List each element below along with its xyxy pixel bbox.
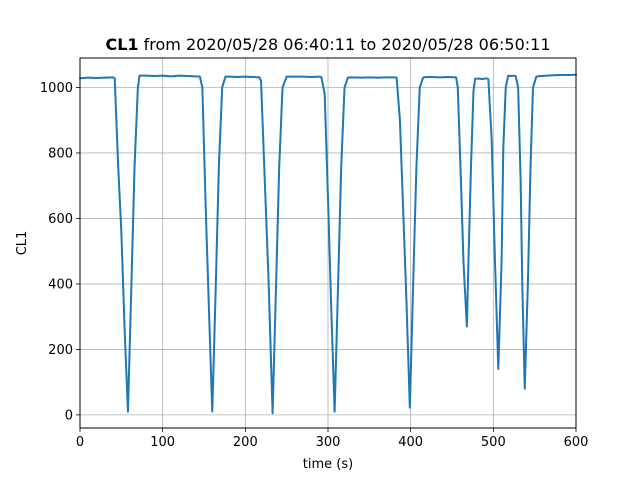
axis-ticks: 0 100 200 300 400 500 600 0 200 400 600 800 1000 [40, 81, 589, 450]
chart-title-rest: from 2020/05/28 06:40:11 to 2020/05/28 0… [139, 35, 551, 54]
x-tick-label: 300 [316, 435, 341, 450]
series-line [79, 73, 577, 415]
y-tick-label: 600 [48, 212, 73, 227]
y-tick-label: 800 [48, 146, 73, 161]
y-axis-label: CL1 [15, 231, 30, 256]
chart-title: CL1 from 2020/05/28 06:40:11 to 2020/05/… [105, 35, 550, 54]
x-tick-label: 500 [481, 435, 506, 450]
x-tick-label: 600 [564, 435, 589, 450]
x-tick-label: 200 [233, 435, 258, 450]
y-tick-label: 0 [65, 408, 73, 423]
x-axis-label: time (s) [303, 457, 353, 472]
series-layer [79, 73, 577, 415]
chart-title-bold: CL1 [105, 35, 138, 54]
x-tick-label: 400 [398, 435, 423, 450]
y-tick-label: 400 [48, 277, 73, 292]
y-tick-label: 200 [48, 343, 73, 358]
x-tick-label: 100 [150, 435, 175, 450]
x-tick-label: 0 [76, 435, 84, 450]
y-tick-label: 1000 [40, 81, 73, 96]
grid-lines [79, 58, 577, 428]
